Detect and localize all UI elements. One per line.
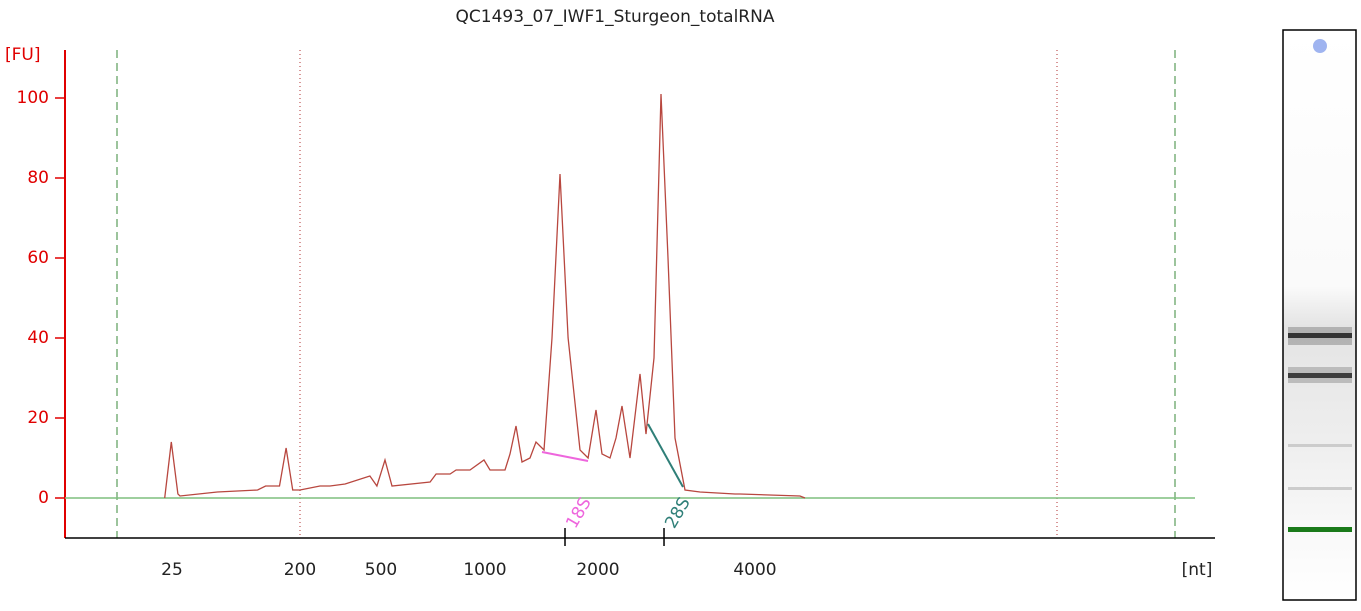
x-tick-label: 2000	[576, 560, 619, 580]
lane-frame	[1282, 29, 1357, 601]
marker-band	[1288, 527, 1352, 532]
trace	[164, 93, 806, 499]
y-axis-label: [FU]	[5, 45, 41, 65]
gel-band	[1288, 487, 1352, 490]
gel-band	[1288, 444, 1352, 447]
peak-baseline	[541, 451, 589, 462]
gel-band	[1288, 373, 1352, 378]
annotation-label: 18S	[562, 494, 596, 532]
x-tick-label: 1000	[463, 560, 506, 580]
gel-band	[1288, 327, 1352, 345]
y-tick-label: 40	[27, 328, 49, 348]
y-tick-label: 20	[27, 408, 49, 428]
peak-baseline	[647, 423, 684, 488]
y-tick-label: 80	[27, 168, 49, 188]
upper-marker-spot	[1313, 39, 1327, 53]
y-tick-label: 100	[17, 88, 49, 108]
y-tick-label: 0	[38, 488, 49, 508]
annotation-label: 28S	[661, 494, 695, 532]
y-tick-label: 60	[27, 248, 49, 268]
x-tick-label: 200	[284, 560, 316, 580]
plot: 0 20 40 60 80 100 25 200 500 1000 2000 4000 18S 28S	[17, 50, 1215, 580]
gel-lane	[1282, 29, 1357, 601]
x-tick-label: 500	[365, 560, 397, 580]
chart-title: QC1493_07_IWF1_Sturgeon_totalRNA	[456, 7, 775, 27]
x-tick-label: 4000	[733, 560, 776, 580]
x-tick-label: 25	[161, 560, 183, 580]
x-axis-label: [nt]	[1182, 560, 1213, 580]
gel-band	[1288, 367, 1352, 383]
gel-band	[1288, 333, 1352, 338]
